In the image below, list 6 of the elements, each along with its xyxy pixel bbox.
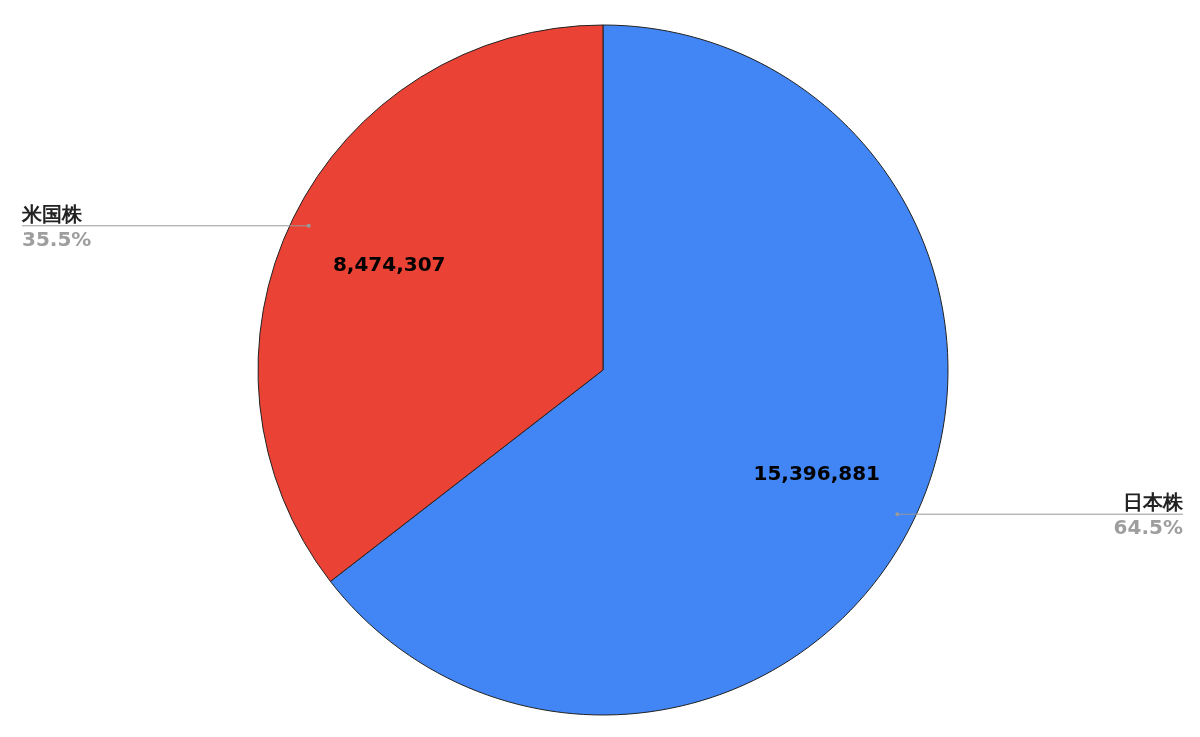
- data-label: 15,396,881: [753, 461, 881, 486]
- slice-label: 米国株: [21, 201, 83, 226]
- data-label: 8,474,307: [332, 251, 446, 276]
- slice-label: 日本株: [1123, 490, 1184, 515]
- text: 64.5%: [1113, 515, 1183, 540]
- text: 35.5%: [22, 226, 92, 251]
